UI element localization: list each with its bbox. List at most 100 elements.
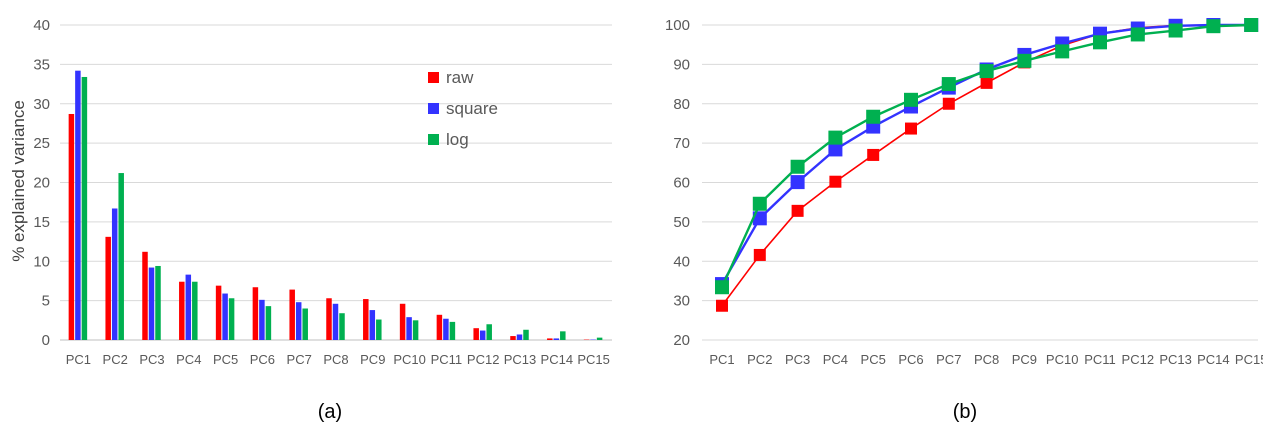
chart-b-x-tick: PC6 (898, 352, 923, 367)
chart-a-x-tick: PC10 (393, 352, 426, 367)
chart-b-point (979, 64, 994, 79)
chart-b-x-tick: PC11 (1084, 352, 1116, 367)
chart-b-point (1168, 23, 1183, 38)
chart-b-point (904, 92, 918, 107)
chart-a-x-tick: PC12 (467, 352, 500, 367)
chart-a-x-tick: PC5 (213, 352, 238, 367)
bar-square-PC10 (406, 317, 412, 340)
chart-a-y-tick: 25 (33, 135, 50, 152)
chart-b-x-tick: PC4 (823, 352, 848, 367)
bar-raw-PC5 (215, 285, 222, 340)
chart-b-point (1093, 35, 1107, 50)
chart-b-x-tick: PC7 (936, 352, 961, 367)
chart-b-point (1130, 27, 1145, 42)
chart-a-x-tick: PC15 (577, 352, 610, 367)
chart-b-series (715, 18, 1259, 312)
bar-raw-PC11 (436, 314, 443, 340)
chart-b-y-tick: 50 (673, 214, 690, 231)
chart-b-series-2 (715, 18, 1259, 295)
chart-b-point (790, 159, 805, 174)
chart-b-point (866, 109, 881, 124)
chart-a-legend: raw square log (428, 68, 498, 149)
chart-b-point (829, 175, 842, 188)
bar-raw-PC14 (547, 338, 553, 340)
chart-b-point (941, 77, 956, 92)
bar-square-PC1 (75, 70, 81, 341)
bar-raw-PC6 (252, 287, 259, 340)
bar-log-PC15 (596, 337, 603, 340)
bar-raw-PC1 (68, 113, 75, 340)
chart-b-x-tick-labels: PC1 PC2 PC3 PC4 PC5 PC6 PC7 PC8 PC9 PC10 PC11 PC12 P… (709, 352, 1263, 367)
legend-swatch-log (428, 134, 439, 145)
chart-b-y-tick: 40 (673, 253, 690, 270)
bar-square-PC14 (553, 338, 560, 340)
bar-square-PC6 (259, 299, 265, 340)
bar-log-PC3 (155, 265, 161, 340)
legend-swatch-square (428, 103, 439, 114)
chart-a-y-tick: 0 (42, 332, 50, 349)
bar-raw-PC7 (289, 289, 295, 340)
chart-b-point (752, 196, 767, 211)
legend-swatch-raw (428, 72, 439, 83)
chart-a-x-tick-labels: PC1 PC2 PC3 PC4 PC5 PC6 PC7 PC8 PC9 PC10 PC11 PC12 P… (66, 352, 610, 367)
chart-b-point (752, 211, 767, 226)
chart-b-point (790, 175, 805, 190)
chart-b-x-tick: PC8 (974, 352, 999, 367)
legend-label-square: square (446, 99, 498, 118)
chart-b-x-tick: PC12 (1122, 352, 1155, 367)
chart-b-series-1 (715, 18, 1259, 292)
chart-a-y-tick: 35 (33, 56, 50, 73)
chart-b-x-tick: PC14 (1197, 352, 1230, 367)
bar-log-PC10 (412, 320, 419, 340)
bar-log-PC1 (81, 76, 88, 340)
chart-b-point (791, 204, 804, 217)
bar-raw-PC8 (326, 298, 332, 340)
chart-b-y-tick: 20 (673, 332, 690, 349)
chart-b-caption: (b) (953, 401, 977, 423)
legend-label-raw: raw (446, 68, 474, 87)
bar-log-PC4 (192, 281, 198, 340)
chart-b-point (716, 299, 728, 312)
bar-log-PC5 (228, 298, 235, 340)
chart-b-point (905, 122, 917, 135)
chart-a-y-tick: 10 (33, 253, 50, 270)
chart-a-x-tick: PC14 (541, 352, 574, 367)
bar-log-PC13 (523, 329, 529, 340)
chart-b-point (753, 248, 766, 261)
bar-square-PC11 (443, 318, 449, 340)
chart-a-x-tick: PC8 (323, 352, 348, 367)
bar-log-PC14 (560, 331, 566, 340)
chart-b-y-tick: 60 (673, 175, 690, 192)
chart-a-x-tick: PC1 (66, 352, 91, 367)
chart-b-point (942, 97, 955, 110)
chart-b-point (980, 76, 993, 89)
bar-raw-PC9 (363, 299, 369, 340)
chart-b-point (1055, 44, 1070, 59)
chart-a-x-tick: PC6 (250, 352, 275, 367)
bar-log-PC2 (118, 173, 124, 340)
chart-b-x-tick: PC1 (709, 352, 734, 367)
bar-raw-PC4 (179, 281, 185, 340)
chart-a-y-tick: 40 (33, 17, 50, 34)
chart-a-x-tick: PC2 (103, 352, 128, 367)
chart-b-x-tick: PC13 (1159, 352, 1192, 367)
chart-a-y-tick: 20 (33, 175, 50, 192)
chart-a-x-tick: PC4 (176, 352, 201, 367)
chart-b-x-tick: PC5 (861, 352, 886, 367)
chart-b-point (828, 142, 843, 157)
bar-raw-PC10 (399, 303, 406, 340)
chart-b-point (1206, 19, 1221, 34)
chart-b-y-tick: 30 (673, 293, 690, 310)
chart-b-x-tick: PC10 (1046, 352, 1079, 367)
chart-b-y-tick: 80 (673, 96, 690, 113)
chart-a-x-tick: PC7 (287, 352, 312, 367)
chart-a-bars (68, 70, 603, 341)
chart-b-x-tick: PC2 (747, 352, 772, 367)
bar-log-PC7 (302, 308, 308, 340)
chart-b-y-tick: 70 (673, 135, 690, 152)
bar-square-PC12 (479, 330, 486, 340)
chart-a-y-tick: 5 (42, 293, 50, 310)
bar-square-PC3 (148, 267, 155, 340)
